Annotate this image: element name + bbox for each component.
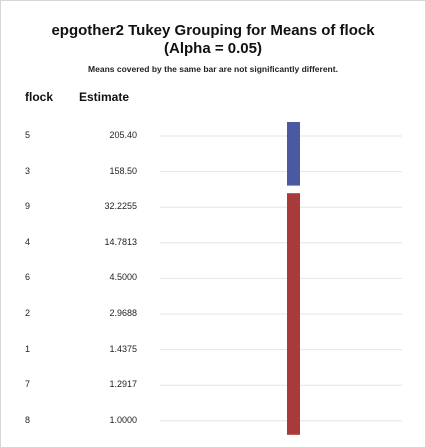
estimate-value: 1.0000 (109, 414, 137, 425)
flock-label: 7 (25, 379, 31, 390)
flock-label: 3 (25, 165, 31, 176)
estimate-value: 14.7813 (104, 236, 137, 247)
estimate-value: 1.4375 (109, 343, 137, 354)
estimate-value: 158.50 (109, 165, 137, 176)
flock-label: 8 (25, 414, 31, 425)
chart-title-line-1: epgother2 Tukey Grouping for Means of fl… (51, 22, 375, 39)
flock-label: 6 (25, 272, 31, 283)
flock-label: 2 (25, 308, 31, 318)
estimate-value: 205.40 (109, 130, 137, 140)
flock-label: 1 (25, 343, 31, 354)
column-header-flock: flock (25, 90, 54, 104)
chart-title-line-2: (Alpha = 0.05) (164, 40, 262, 57)
estimate-value: 2.9688 (109, 308, 137, 318)
estimate-value: 4.5000 (109, 272, 137, 283)
column-header-estimate: Estimate (79, 90, 130, 104)
estimate-value: 32.2255 (104, 201, 137, 212)
flock-label: 9 (25, 201, 31, 212)
estimate-value: 1.2917 (109, 379, 137, 390)
chart-title: epgother2 Tukey Grouping for Means of fl… (0, 22, 426, 58)
flock-label: 4 (25, 236, 31, 247)
chart-subtitle: Means covered by the same bar are not si… (88, 64, 338, 74)
grouping-bar-2 (287, 193, 300, 435)
grouping-bar-1 (287, 122, 300, 186)
flock-label: 5 (25, 130, 31, 140)
